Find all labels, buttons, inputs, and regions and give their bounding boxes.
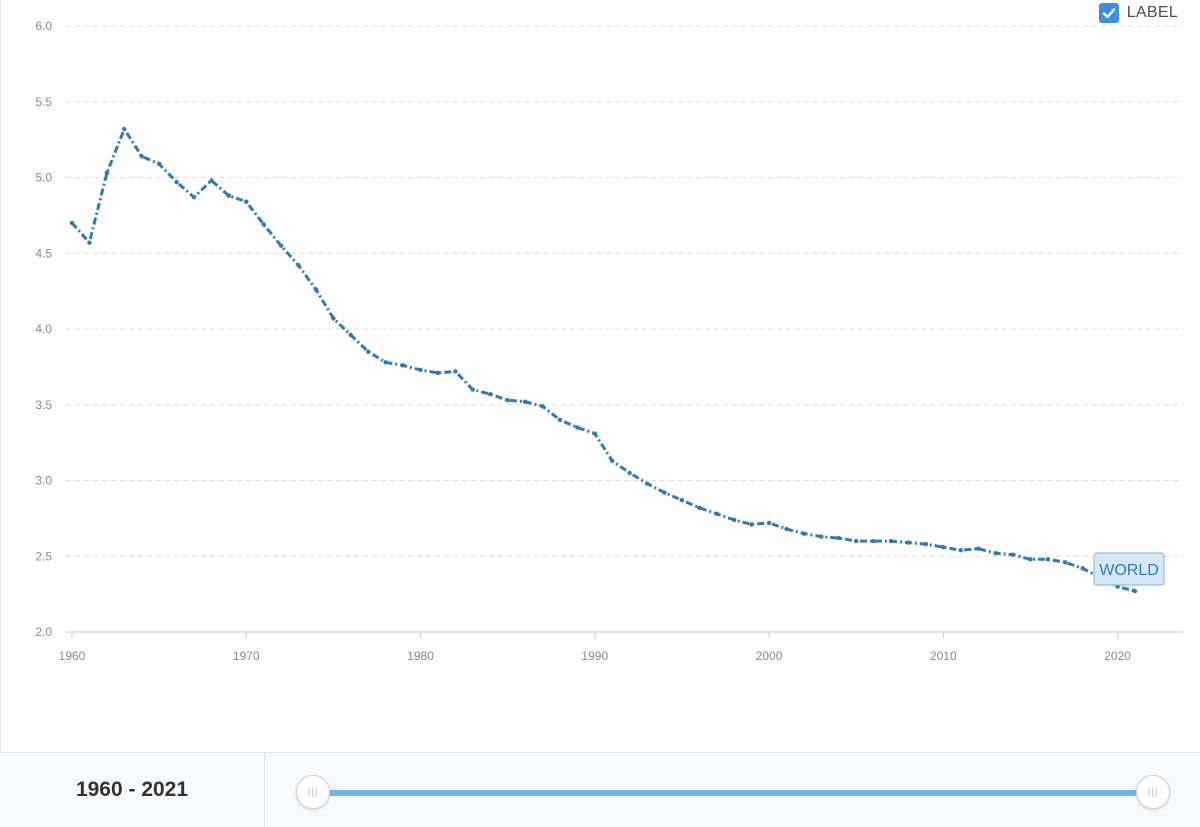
data-point[interactable] [749, 522, 754, 527]
data-point[interactable] [191, 194, 197, 200]
range-slider-end-handle[interactable]: ||| [1136, 775, 1170, 809]
x-tick-label: 2000 [756, 649, 783, 663]
data-point[interactable] [923, 541, 929, 547]
data-point[interactable] [610, 458, 615, 464]
data-point[interactable] [1080, 566, 1085, 571]
range-slider-track[interactable] [312, 790, 1152, 796]
data-point[interactable] [888, 538, 894, 544]
data-point[interactable] [801, 531, 807, 536]
range-slider-start-handle[interactable]: ||| [296, 775, 330, 809]
data-point[interactable] [993, 551, 998, 556]
x-tick-label: 1960 [59, 649, 86, 663]
y-tick-label: 4.0 [35, 322, 52, 336]
series-lines [69, 126, 1138, 594]
data-point[interactable] [784, 526, 789, 532]
data-point[interactable] [139, 154, 144, 159]
data-point[interactable] [1028, 557, 1033, 562]
x-tick-label: 1990 [581, 649, 608, 663]
y-tick-label: 3.0 [35, 474, 52, 488]
y-tick-label: 5.0 [35, 171, 52, 185]
data-point[interactable] [278, 243, 284, 248]
data-point[interactable] [627, 470, 632, 476]
line-chart: 2.0 2.5 3.0 3.5 4.0 4.5 5.0 5.5 6.0 1960 1970 1980… [35, 19, 1183, 663]
x-tick-label: 2020 [1104, 649, 1131, 663]
data-point[interactable] [69, 220, 75, 226]
data-point[interactable] [975, 546, 981, 551]
data-point[interactable] [87, 240, 92, 245]
data-point[interactable] [470, 387, 476, 392]
data-point[interactable] [418, 367, 423, 373]
data-point[interactable] [174, 179, 179, 185]
label-toggle[interactable]: LABEL [1098, 3, 1178, 23]
data-point[interactable] [226, 193, 232, 198]
data-point[interactable] [557, 417, 563, 423]
x-tick-label: 2010 [930, 649, 957, 663]
data-point[interactable] [575, 425, 580, 430]
data-point[interactable] [644, 481, 650, 486]
series-label-text: WORLD [1099, 562, 1159, 579]
data-point[interactable] [296, 263, 301, 268]
data-point[interactable] [662, 490, 667, 495]
checkmark-icon [1102, 8, 1115, 19]
grip-icon: ||| [307, 786, 319, 798]
data-point[interactable] [156, 161, 162, 167]
data-point[interactable] [209, 178, 214, 183]
y-tick-label: 5.5 [35, 95, 52, 109]
year-range-display: 1960 - 2021 [0, 753, 265, 827]
data-point[interactable] [104, 170, 110, 176]
data-point[interactable] [383, 360, 388, 365]
data-point[interactable] [853, 538, 859, 544]
label-toggle-text: LABEL [1126, 4, 1178, 21]
data-point[interactable] [1063, 560, 1068, 565]
series-line[interactable] [70, 127, 1136, 593]
series-label-badges[interactable]: WORLD [1093, 552, 1165, 586]
data-point[interactable] [348, 332, 354, 338]
data-point[interactable] [313, 287, 319, 292]
data-point[interactable] [766, 520, 772, 526]
data-point[interactable] [400, 363, 406, 368]
data-point[interactable] [488, 391, 493, 397]
grip-icon: ||| [1147, 786, 1159, 798]
data-point[interactable] [836, 535, 841, 541]
data-point[interactable] [1132, 588, 1138, 594]
data-point[interactable] [435, 370, 441, 376]
data-point[interactable] [731, 517, 737, 523]
data-point[interactable] [522, 399, 528, 404]
data-point[interactable] [331, 316, 336, 321]
y-tick-label: 2.5 [35, 549, 52, 563]
y-tick-label: 4.5 [35, 246, 52, 260]
data-point[interactable] [1045, 557, 1051, 562]
y-tick-label: 6.0 [35, 19, 52, 33]
data-point[interactable] [819, 534, 824, 539]
time-range-footer: 1960 - 2021 ||| ||| [0, 752, 1200, 827]
data-point[interactable] [871, 538, 876, 544]
data-point[interactable] [1010, 552, 1016, 557]
data-point[interactable] [679, 497, 685, 503]
data-point[interactable] [906, 540, 911, 545]
x-tick-label: 1970 [233, 649, 260, 663]
data-point[interactable] [941, 544, 946, 550]
x-tick-label: 1980 [407, 649, 434, 663]
label-checkbox[interactable] [1098, 3, 1119, 23]
data-point[interactable] [714, 511, 719, 517]
y-tick-label: 2.0 [35, 625, 52, 639]
y-axis-ticks: 2.0 2.5 3.0 3.5 4.0 4.5 5.0 5.5 6.0 [35, 19, 52, 639]
x-axis-ticks: 1960 1970 1980 1990 2000 2010 2020 [59, 632, 1131, 663]
data-point[interactable] [958, 547, 963, 553]
chart-left-border [0, 0, 1, 752]
data-point[interactable] [244, 199, 249, 204]
data-point[interactable] [505, 398, 510, 403]
data-point[interactable] [592, 431, 597, 436]
data-point[interactable] [261, 222, 266, 227]
data-point[interactable] [366, 349, 371, 354]
data-point[interactable] [122, 126, 127, 132]
data-point[interactable] [540, 404, 545, 409]
data-point[interactable] [697, 505, 702, 510]
gridlines [66, 25, 1183, 633]
y-tick-label: 3.5 [35, 398, 52, 412]
data-point[interactable] [453, 369, 458, 374]
series-label-badge[interactable] [1093, 552, 1165, 586]
